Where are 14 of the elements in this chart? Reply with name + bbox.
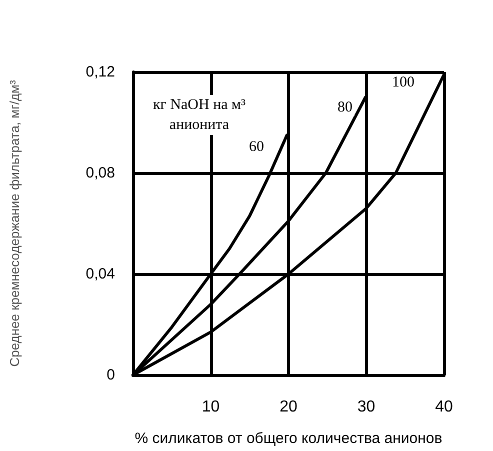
y-axis-title: Среднее кремнесодержание фильтрата, мг/дм³ [7,80,22,367]
x-axis-title: % силикатов от общего количества анионов [134,430,442,447]
series-label: 80 [337,99,352,116]
x-tick-label: 20 [280,398,298,416]
y-tick-label: 0,12 [86,64,115,80]
series-label: 100 [392,74,414,91]
y-tick-label: 0 [106,366,115,384]
series-label: 60 [248,139,264,156]
legend-title: кг NaOH на м³ анионита [152,97,246,133]
y-tick-label: 0,04 [86,266,115,282]
y-tick-label: 0,08 [86,164,115,182]
x-tick-label: 10 [202,398,220,416]
x-tick-label: 30 [357,398,376,416]
x-tick-label: 40 [435,398,453,416]
